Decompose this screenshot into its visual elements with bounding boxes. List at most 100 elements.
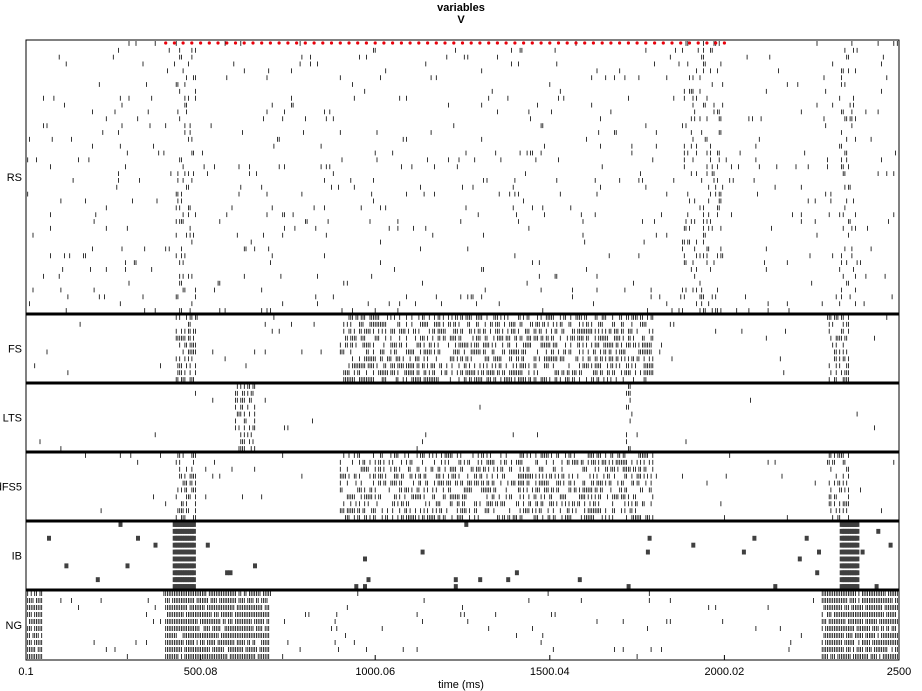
red-marker: [687, 41, 692, 45]
spike: [577, 577, 582, 583]
red-marker: [329, 41, 334, 45]
spike: [191, 522, 196, 527]
red-marker: [303, 41, 307, 45]
red-marker: [312, 41, 316, 45]
spike: [815, 570, 820, 576]
chart-subtitle: V: [457, 14, 465, 26]
spike: [855, 549, 860, 555]
red-marker: [233, 41, 238, 45]
spike: [125, 563, 130, 569]
spike: [855, 584, 860, 589]
red-marker: [661, 41, 665, 45]
red-marker: [635, 41, 639, 45]
red-marker: [199, 41, 203, 45]
spike: [876, 528, 881, 534]
red-marker: [417, 41, 421, 45]
raster-rs: [25, 41, 898, 313]
red-marker: [277, 41, 281, 45]
spike: [691, 542, 696, 548]
red-marker: [478, 41, 482, 45]
x-tick-label: 2500: [887, 666, 911, 678]
red-marker: [705, 41, 709, 45]
red-marker: [495, 41, 499, 45]
spike: [453, 584, 458, 589]
y-label-rs: RS: [7, 172, 22, 184]
spike: [855, 528, 860, 534]
spike: [453, 577, 458, 583]
spike: [855, 563, 860, 569]
red-marker: [722, 41, 727, 45]
spike: [191, 584, 196, 589]
raster-ib: [47, 522, 893, 589]
spike: [363, 584, 367, 589]
red-marker: [216, 41, 220, 45]
red-marker: [338, 41, 342, 45]
spike: [153, 542, 158, 548]
red-marker: [347, 41, 351, 45]
spike: [741, 549, 746, 555]
spike: [888, 542, 893, 548]
x-tick-label: 1000.06: [355, 666, 395, 678]
red-marker: [670, 41, 674, 45]
spike: [855, 556, 860, 562]
red-marker: [539, 41, 543, 45]
spike: [95, 577, 100, 583]
y-label-ib: IB: [12, 551, 22, 563]
red-marker: [364, 41, 368, 45]
red-marker: [356, 41, 360, 45]
red-marker: [696, 41, 700, 45]
red-marker: [268, 41, 272, 45]
spike: [136, 535, 140, 541]
spike: [855, 522, 860, 527]
y-label-dfs5: dFS5: [0, 482, 22, 494]
red-marker: [399, 41, 403, 45]
spike: [191, 528, 196, 534]
y-label-lts: LTS: [3, 413, 22, 425]
raster-lts: [39, 384, 875, 451]
spike: [855, 577, 860, 583]
spike: [118, 522, 123, 527]
red-marker: [679, 41, 683, 45]
red-marker: [583, 41, 587, 45]
spike: [855, 570, 860, 576]
red-marker: [556, 41, 561, 45]
spike: [191, 577, 196, 583]
spike: [191, 570, 196, 576]
red-marker: [548, 41, 552, 45]
red-marker: [260, 41, 264, 45]
spike: [817, 549, 821, 555]
red-marker: [225, 41, 229, 45]
red-marker: [460, 41, 465, 45]
raster-fs: [25, 315, 888, 382]
red-marker: [321, 41, 325, 45]
spike: [64, 563, 69, 569]
x-tick-label: 2000.02: [705, 666, 745, 678]
red-marker: [618, 41, 622, 45]
x-tick-label: 1500.04: [530, 666, 570, 678]
red-marker: [391, 41, 395, 45]
red-marker: [522, 41, 526, 45]
red-marker: [574, 41, 578, 45]
spike: [191, 535, 196, 541]
y-label-fs: FS: [8, 344, 22, 356]
spike: [191, 556, 196, 562]
spike: [420, 549, 425, 555]
red-marker: [626, 41, 631, 45]
red-marker: [530, 41, 534, 45]
raster-ng: [25, 591, 898, 659]
spike: [205, 542, 210, 548]
red-marker: [714, 41, 718, 45]
red-marker: [242, 41, 246, 45]
red-marker: [382, 41, 386, 45]
spike: [773, 584, 778, 589]
red-marker: [190, 41, 194, 45]
red-marker: [644, 41, 648, 45]
spike: [366, 577, 371, 583]
spike: [253, 563, 257, 569]
spike: [191, 563, 196, 569]
red-marker: [487, 41, 491, 45]
axes-box: [25, 39, 900, 661]
y-label-ng: NG: [6, 620, 23, 632]
red-marker: [504, 41, 508, 45]
